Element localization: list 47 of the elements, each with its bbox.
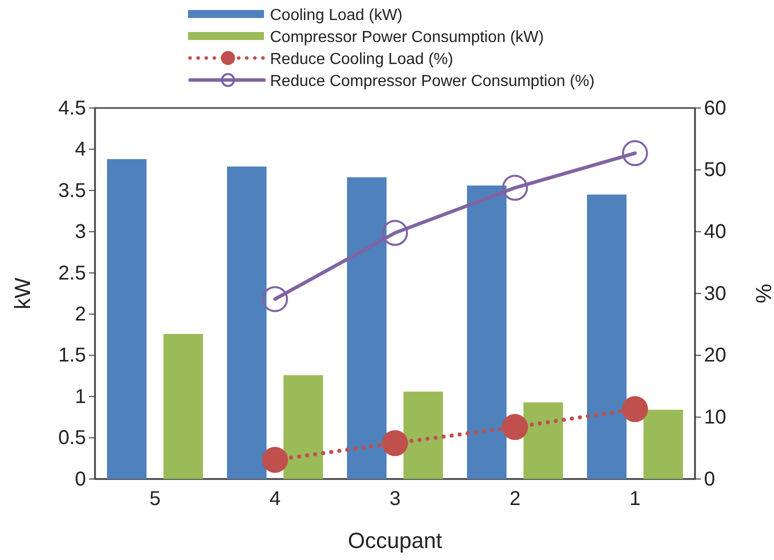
point [262, 446, 288, 473]
legend-label: Cooling Load (kW) [270, 7, 402, 24]
y2-tick-label: 10 [704, 406, 726, 429]
y2-tick-label: 40 [704, 221, 726, 244]
y-tick-label: 2.5 [58, 262, 86, 284]
legend-label: Reduce Cooling Load (%) [270, 51, 454, 68]
y-tick-label: 4.5 [58, 97, 86, 120]
y-tick-label: 4 [74, 138, 86, 161]
bar [587, 194, 627, 479]
y2-axis-title: % [751, 284, 774, 304]
bar [523, 402, 563, 479]
y2-tick-label: 50 [704, 159, 726, 182]
y2-tick-label: 0 [704, 468, 716, 490]
x-tick-label: 1 [629, 488, 641, 510]
y-tick-label: 0 [74, 468, 86, 490]
bar [107, 159, 147, 479]
bar [403, 392, 443, 479]
bar [467, 186, 507, 479]
y-tick-label: 0.5 [58, 427, 86, 450]
x-tick-label: 5 [149, 488, 161, 510]
bar [643, 410, 683, 479]
y-tick-label: 3 [74, 221, 86, 244]
x-tick-label: 2 [509, 488, 521, 510]
x-axis-title: Occupant [348, 528, 442, 553]
y-tick-label: 2 [74, 304, 86, 326]
bar [163, 334, 203, 479]
point [502, 414, 528, 440]
bar [227, 166, 267, 479]
bar [347, 177, 387, 479]
bar [283, 375, 323, 479]
point [622, 140, 648, 166]
y-tick-label: 1 [74, 386, 86, 408]
y-axis-title: kW [10, 277, 35, 310]
y2-tick-label: 60 [704, 97, 726, 120]
legend-label: Reduce Compressor Power Consumption (%) [270, 73, 595, 90]
point [622, 396, 648, 422]
y2-tick-label: 20 [704, 344, 726, 367]
point [262, 286, 288, 312]
y-tick-label: 3.5 [58, 180, 86, 202]
legend-label: Compressor Power Consumption (kW) [270, 29, 544, 46]
x-tick-label: 4 [269, 488, 281, 510]
y2-tick-label: 30 [704, 282, 726, 305]
x-tick-label: 3 [389, 488, 401, 510]
point [382, 430, 408, 456]
y-tick-label: 1.5 [58, 344, 86, 367]
point [382, 220, 408, 246]
point [502, 174, 528, 201]
